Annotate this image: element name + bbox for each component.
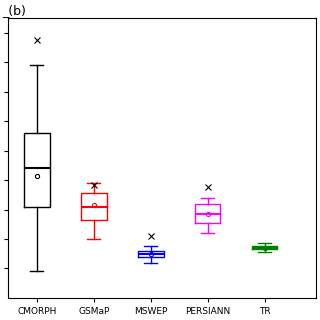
Text: _(b): _(b) [2,4,26,17]
